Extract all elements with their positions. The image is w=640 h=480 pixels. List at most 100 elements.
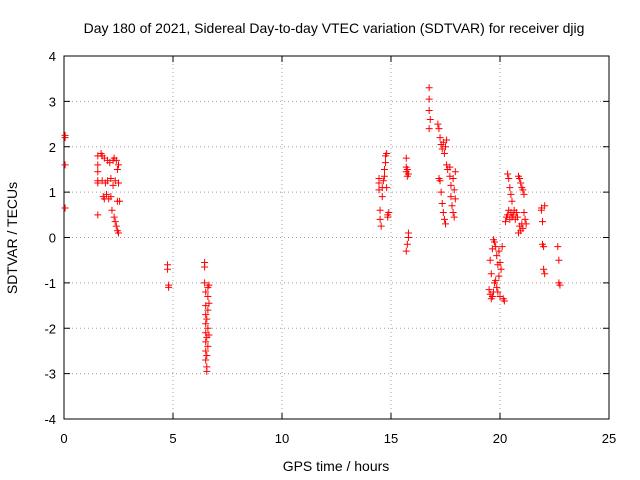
data-point-plus-marker [449,175,457,183]
data-point-plus-marker [451,168,459,176]
data-point-plus-marker [202,311,210,319]
plot-frame [63,55,610,420]
y-tick-label: -1 [44,276,56,291]
data-point-plus-marker [377,222,385,230]
data-point-plus-marker [508,197,516,205]
data-point-plus-marker [497,265,505,273]
data-point-plus-marker [450,186,458,194]
data-point-plus-marker [517,179,525,187]
data-point-plus-marker [379,177,387,185]
data-point-plus-marker [438,199,446,207]
data-point-plus-marker [94,161,102,169]
data-point-plus-marker [506,184,514,192]
data-point-plus-marker [380,165,388,173]
data-point-plus-marker [449,209,457,217]
data-point-plus-marker [516,175,524,183]
x-tick-label: 0 [60,431,67,446]
data-point-plus-marker [539,218,547,226]
data-point-plus-marker [115,179,122,187]
data-point-plus-marker [520,190,528,198]
data-point-plus-marker [500,297,508,305]
data-point-plus-marker [450,213,458,221]
data-point-plus-marker [115,161,122,169]
x-tick-label: 5 [169,431,176,446]
data-point-plus-marker [384,213,392,221]
x-tick-label: 10 [275,431,289,446]
data-point-plus-marker [486,256,494,264]
data-point-plus-marker [498,243,506,251]
data-point-plus-marker [442,143,449,151]
data-point-plus-marker [109,181,117,189]
y-tick-label: 4 [49,49,56,64]
data-point-plus-marker [493,252,501,260]
grid [64,56,609,419]
data-point-plus-marker [451,195,459,203]
data-point-plus-marker [440,150,448,158]
data-point-plus-marker [204,342,212,350]
data-point-plus-marker [113,165,121,173]
data-point-plus-marker [522,220,530,228]
y-tick-label: -2 [44,321,56,336]
data-point-plus-marker [107,175,115,183]
data-point-plus-marker [116,197,124,205]
data-point-plus-marker [555,256,563,264]
data-point-plus-marker [204,306,212,314]
data-point-plus-marker [107,193,115,201]
data-point-plus-marker [94,168,102,176]
data-point-plus-marker [495,247,503,255]
data-point-plus-marker [501,218,509,226]
data-point-plus-marker [205,299,213,307]
data-point-plus-marker [203,351,211,359]
data-point-plus-marker [439,209,447,217]
data-point-plus-marker [488,292,496,300]
data-point-plus-marker [202,356,210,364]
data-point-plus-marker [487,270,495,278]
data-point-plus-marker [404,170,412,178]
data-point-plus-marker [425,106,433,114]
x-tick-label: 15 [384,431,398,446]
data-point-plus-marker [521,215,529,223]
data-point-plus-marker [165,283,173,291]
data-point-plus-marker [440,215,448,223]
data-point-plus-marker [403,240,411,248]
data-point-plus-marker [436,177,444,185]
data-point-plus-marker [447,181,455,189]
data-point-plus-marker [512,209,520,217]
data-point-plus-marker [494,288,502,296]
data-point-plus-marker [426,116,434,124]
data-point-plus-marker [404,229,412,237]
x-axis-label: GPS time / hours [283,458,390,474]
data-point-plus-marker [202,288,210,296]
data-point-plus-marker [435,125,443,133]
data-point-plus-marker [425,95,433,103]
data-point-plus-marker [425,84,433,92]
data-point-plus-marker [201,279,209,287]
data-point-plus-marker [205,331,213,339]
data-point-plus-marker [434,120,442,128]
data-point-plus-marker [436,134,444,142]
data-point-plus-marker [204,292,212,300]
y-axis-label: SDTVAR / TECUs [4,182,20,294]
data-point-plus-marker [492,243,500,251]
y-tick-label: 0 [49,231,56,246]
data-point-plus-marker [164,265,172,273]
data-point-plus-marker [402,247,410,255]
data-point-plus-marker [519,186,527,194]
x-tick-label: 20 [493,431,507,446]
data-point-plus-marker [403,165,411,173]
data-point-plus-marker [513,213,521,221]
data-point-plus-marker [110,213,118,221]
data-point-plus-marker [383,150,391,158]
data-point-plus-marker [61,161,69,169]
data-point-plus-marker [202,338,210,346]
data-point-plus-marker [205,281,213,289]
data-point-plus-marker [376,206,384,214]
data-point-plus-marker [507,190,515,198]
data-point-plus-marker [112,222,120,230]
data-point-plus-marker [383,184,391,192]
data-point-plus-marker [94,179,102,187]
chart-title: Day 180 of 2021, Sidereal Day-to-day VTE… [84,20,585,36]
data-point-plus-marker [540,265,548,273]
data-point-plus-marker [520,209,528,217]
